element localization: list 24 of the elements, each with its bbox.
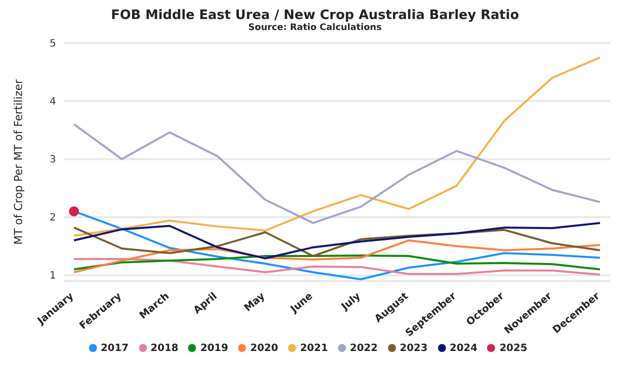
legend-label: 2019 (200, 343, 228, 354)
y-tick-label: 2 (50, 212, 56, 224)
legend-label: 2021 (300, 343, 328, 354)
line-series (73, 258, 601, 276)
legend-label: 2024 (450, 343, 478, 354)
legend-label: 2023 (400, 343, 428, 354)
line-series (73, 123, 601, 224)
y-tick-label: 1 (50, 270, 56, 282)
y-tick-label: 4 (50, 96, 56, 108)
chart-subtitle: Source: Ratio Calculations (247, 23, 383, 33)
legend-label: 2025 (499, 343, 528, 354)
legend-label: 2022 (350, 343, 378, 354)
legend-label: 2020 (250, 343, 278, 354)
chart-title: FOB Middle East Urea / New Crop Australia Barley Ratio (110, 8, 520, 23)
y-tick-label: 3 (50, 154, 56, 166)
line-series (73, 56, 601, 237)
line-series (73, 226, 601, 258)
y-tick-label: 5 (50, 38, 56, 50)
line-series (73, 239, 601, 274)
line-series (73, 254, 601, 270)
line-series (73, 222, 601, 260)
legend-label: 2018 (150, 343, 178, 354)
legend-label: 2017 (100, 343, 129, 354)
y-axis-title: MT of Crop Per MT of Fertilizer (12, 78, 25, 245)
